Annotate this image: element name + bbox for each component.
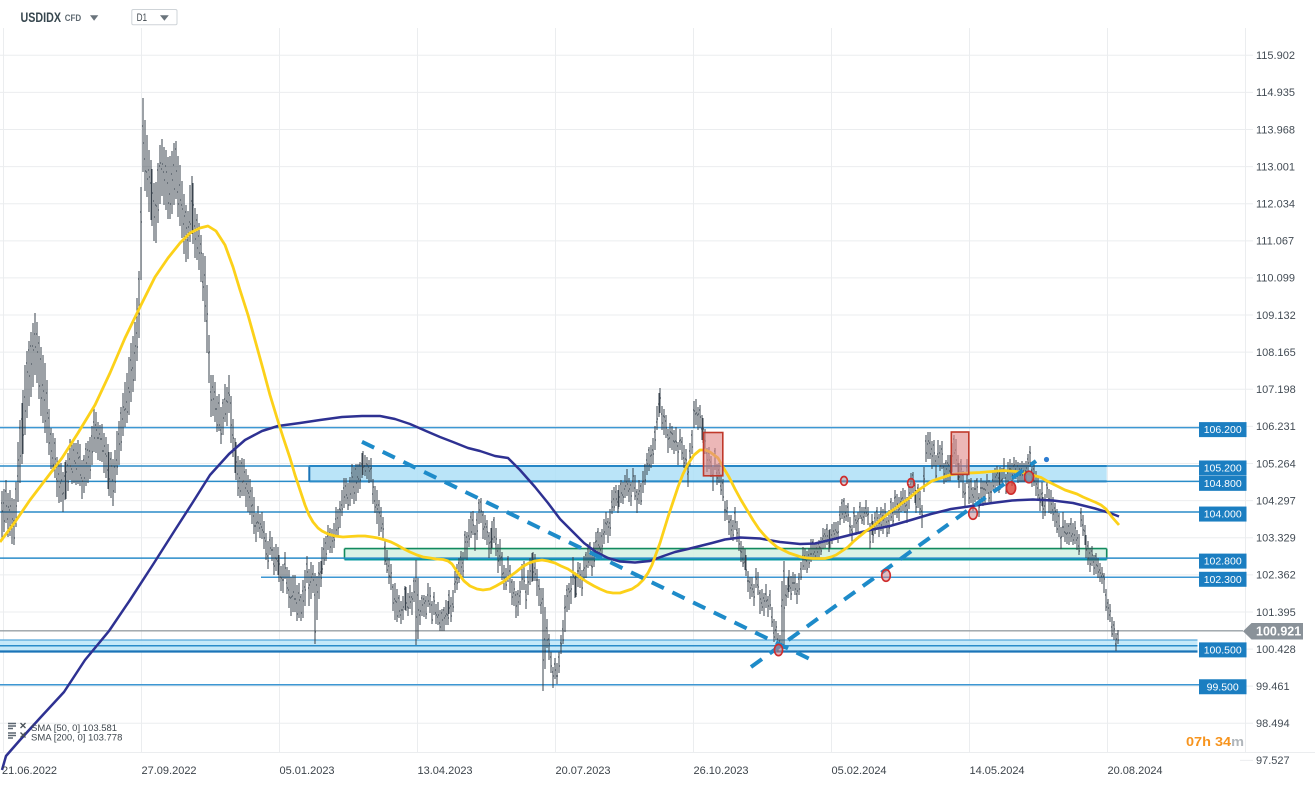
svg-text:104.000: 104.000 xyxy=(1204,509,1242,521)
svg-text:112.034: 112.034 xyxy=(1256,199,1295,211)
svg-text:102.300: 102.300 xyxy=(1204,574,1242,586)
svg-text:101.395: 101.395 xyxy=(1256,607,1296,619)
svg-text:108.165: 108.165 xyxy=(1256,347,1296,359)
svg-text:13.04.2023: 13.04.2023 xyxy=(418,765,473,777)
svg-text:103.329: 103.329 xyxy=(1256,533,1296,545)
svg-text:05.02.2024: 05.02.2024 xyxy=(832,765,887,777)
svg-text:114.935: 114.935 xyxy=(1256,87,1295,99)
svg-text:111.067: 111.067 xyxy=(1256,236,1294,248)
svg-text:100.500: 100.500 xyxy=(1204,644,1242,656)
svg-text:104.297: 104.297 xyxy=(1256,495,1296,507)
svg-text:97.527: 97.527 xyxy=(1256,755,1290,767)
svg-text:105.264: 105.264 xyxy=(1256,458,1296,470)
svg-text:99.461: 99.461 xyxy=(1256,681,1290,693)
svg-text:109.132: 109.132 xyxy=(1256,310,1296,322)
svg-text:27.09.2022: 27.09.2022 xyxy=(142,765,197,777)
svg-text:102.800: 102.800 xyxy=(1204,556,1242,568)
svg-text:105.200: 105.200 xyxy=(1204,463,1242,475)
svg-text:14.05.2024: 14.05.2024 xyxy=(970,765,1025,777)
svg-text:113.968: 113.968 xyxy=(1256,124,1295,136)
svg-text:102.362: 102.362 xyxy=(1256,570,1296,582)
svg-text:20.07.2023: 20.07.2023 xyxy=(556,765,611,777)
svg-text:99.500: 99.500 xyxy=(1207,681,1239,693)
svg-text:21.06.2022: 21.06.2022 xyxy=(2,765,57,777)
svg-text:07h 34m: 07h 34 m xyxy=(1186,734,1244,749)
svg-text:98.494: 98.494 xyxy=(1256,718,1290,730)
svg-text:CFD: CFD xyxy=(65,13,82,24)
svg-text:104.800: 104.800 xyxy=(1204,478,1242,490)
svg-text:115.902: 115.902 xyxy=(1256,50,1295,62)
svg-text:26.10.2023: 26.10.2023 xyxy=(694,765,749,777)
svg-text:106.231: 106.231 xyxy=(1256,421,1296,433)
svg-text:107.198: 107.198 xyxy=(1256,384,1296,396)
svg-text:106.200: 106.200 xyxy=(1204,424,1242,436)
svg-text:110.099: 110.099 xyxy=(1256,273,1295,285)
svg-text:D1: D1 xyxy=(137,12,148,24)
svg-text:SMA [200, 0] 103.778: SMA [200, 0] 103.778 xyxy=(31,733,122,744)
svg-text:113.001: 113.001 xyxy=(1256,161,1295,173)
svg-text:SMA [50, 0] 103.581: SMA [50, 0] 103.581 xyxy=(31,723,117,734)
svg-text:100.921: 100.921 xyxy=(1256,625,1301,639)
svg-text:20.08.2024: 20.08.2024 xyxy=(1108,765,1163,777)
svg-text:100.428: 100.428 xyxy=(1256,644,1296,656)
svg-text:05.01.2023: 05.01.2023 xyxy=(280,765,335,777)
svg-text:USDIDX: USDIDX xyxy=(21,10,62,25)
